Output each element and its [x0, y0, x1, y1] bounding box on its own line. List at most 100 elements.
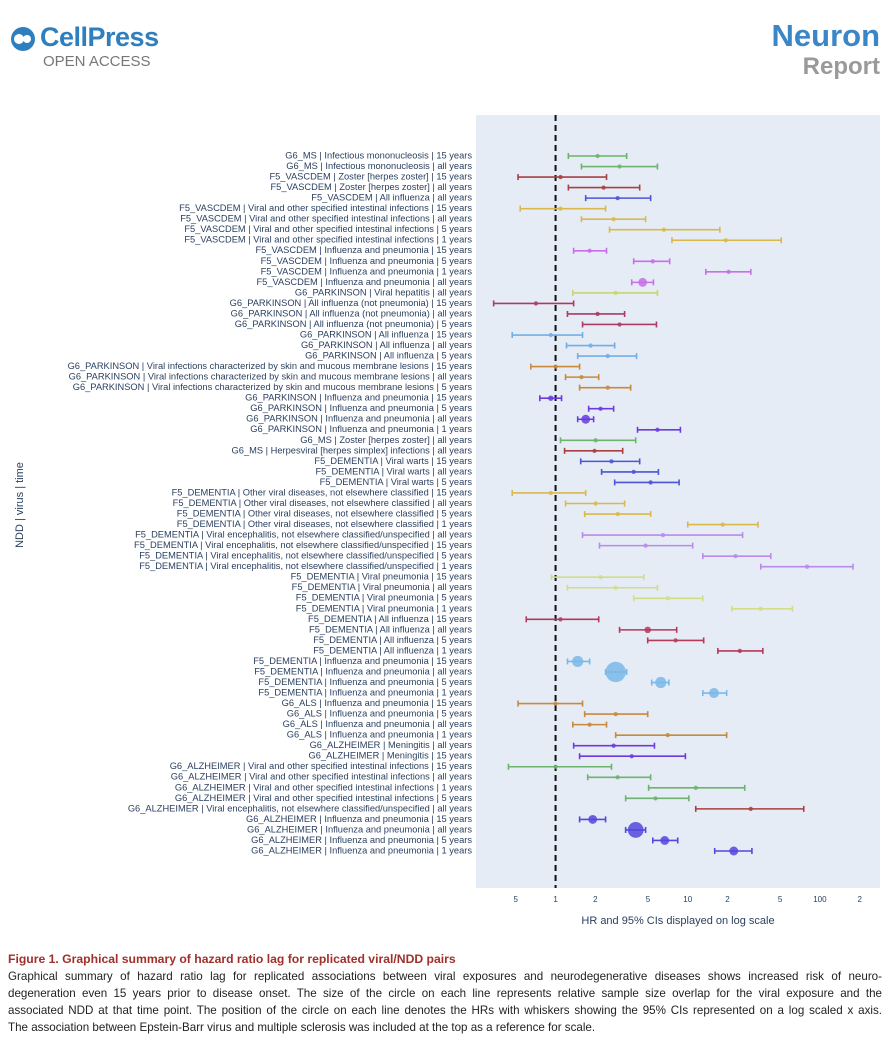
y-tick-label: G6_ALZHEIMER | Influenza and pneumonia |… [246, 814, 472, 824]
y-tick-label: G6_ALZHEIMER | Viral and other specified… [175, 782, 472, 792]
article-type: Report [802, 53, 880, 80]
y-tick-label: G6_PARKINSON | Viral infections characte… [69, 372, 473, 382]
x-tick-label: 2 [725, 895, 730, 904]
publisher-logo [11, 27, 35, 51]
hr-marker [723, 238, 728, 243]
y-tick-label: F5_VASCDEM | All influenza | all years [311, 193, 472, 203]
y-tick-label: F5_VASCDEM | Influenza and pneumonia | 1… [255, 245, 472, 255]
y-tick-label: F5_VASCDEM | Viral and other specified i… [184, 224, 472, 234]
hr-marker [673, 638, 678, 643]
y-tick-label: F5_VASCDEM | Zoster [herpes zoster] | 15… [269, 172, 472, 182]
y-tick-label: F5_DEMENTIA | Viral encephalitis, not el… [134, 540, 472, 550]
hr-marker [653, 796, 658, 801]
y-tick-label: F5_DEMENTIA | Influenza and pneumonia | … [258, 677, 472, 687]
y-tick-label: F5_VASCDEM | Zoster [herpes zoster] | al… [270, 182, 472, 192]
y-tick-label: F5_DEMENTIA | Other viral diseases, not … [173, 498, 473, 508]
y-tick-label: G6_MS | Infectious mononucleosis | 15 ye… [285, 150, 472, 160]
hr-marker [548, 332, 553, 338]
hr-marker [558, 206, 563, 211]
journal: Neuron [771, 18, 881, 53]
hr-marker [587, 248, 592, 253]
y-tick-label: G6_PARKINSON | All influenza (not pneumo… [230, 298, 473, 308]
hr-marker [558, 174, 563, 180]
access: OPEN ACCESS [43, 53, 151, 70]
publisher: CellPress [40, 22, 159, 52]
y-tick-label: G6_ALZHEIMER | Viral encephalitis, not e… [128, 803, 473, 813]
y-tick-label: G6_ALS | Influenza and pneumonia | all y… [283, 719, 473, 729]
caption-line: Graphical summary of hazard ratio lag fo… [8, 970, 882, 983]
y-tick-label: G6_MS | Herpesviral [herpes simplex] inf… [232, 445, 473, 455]
x-tick-label: 5 [778, 895, 783, 904]
y-tick-label: G6_PARKINSON | Viral infections characte… [73, 382, 473, 392]
hr-marker [613, 585, 618, 590]
x-tick-label: 5 [646, 895, 651, 904]
y-tick-label: G6_ALZHEIMER | Influenza and pneumonia |… [247, 824, 472, 834]
hr-marker [587, 722, 592, 727]
hr-marker [650, 259, 655, 264]
hr-marker [648, 480, 653, 485]
hr-marker [605, 661, 626, 683]
hr-marker [758, 606, 763, 611]
hr-marker [548, 490, 553, 496]
hr-marker [660, 532, 666, 538]
hr-marker [592, 448, 597, 453]
hr-marker [553, 701, 558, 706]
y-tick-label: F5_DEMENTIA | Viral warts | 15 years [314, 456, 472, 466]
hr-marker [660, 836, 670, 845]
hr-marker [748, 806, 753, 812]
x-axis-title: HR and 95% CIs displayed on log scale [581, 915, 774, 927]
caption-line: associated NDD at that time point. The p… [8, 1004, 882, 1017]
y-tick-label: G6_PARKINSON | All influenza | 5 years [305, 351, 472, 361]
hr-marker [588, 814, 598, 824]
y-tick-label: G6_PARKINSON | Viral infections characte… [68, 361, 473, 371]
hr-marker [665, 596, 670, 601]
y-tick-label: G6_ALZHEIMER | Meningitis | all years [310, 740, 473, 750]
y-tick-label: F5_DEMENTIA | Viral pneumonia | 5 years [296, 593, 473, 603]
hr-marker [593, 501, 598, 506]
x-tick-label: 10 [683, 895, 692, 904]
hr-marker [553, 764, 558, 769]
hr-marker [655, 427, 660, 432]
x-tick-label: 5 [514, 895, 519, 904]
y-tick-label: G6_ALZHEIMER | Viral and other specified… [170, 761, 473, 771]
hr-marker [629, 754, 634, 759]
hr-marker [615, 511, 620, 517]
y-tick-label: F5_DEMENTIA | Influenza and pneumonia | … [258, 687, 472, 697]
hr-marker [611, 743, 616, 748]
y-tick-label: F5_DEMENTIA | Viral encephalitis, not el… [135, 530, 472, 540]
hr-marker [661, 227, 667, 232]
x-tick-label: 100 [813, 895, 827, 904]
caption-line: The association between Epstein-Barr vir… [8, 1021, 596, 1034]
y-tick-label: G6_PARKINSON | Influenza and pneumonia |… [246, 414, 472, 424]
hr-marker [609, 459, 614, 464]
y-tick-label: G6_PARKINSON | Influenza and pneumonia |… [245, 393, 472, 403]
hr-marker [617, 164, 622, 169]
y-tick-label: F5_DEMENTIA | Viral encephalitis, not el… [139, 551, 472, 561]
y-tick-label: G6_ALZHEIMER | Influenza and pneumonia |… [251, 835, 472, 845]
y-tick-label: F5_DEMENTIA | All influenza | 15 years [308, 614, 472, 624]
hr-marker [601, 185, 606, 190]
y-tick-label: G6_ALS | Influenza and pneumonia | 1 yea… [287, 730, 473, 740]
hr-marker [553, 364, 558, 369]
y-tick-label: G6_PARKINSON | All influenza (not pneumo… [231, 308, 473, 318]
hr-marker [720, 522, 725, 527]
hr-marker [593, 438, 598, 443]
y-tick-label: F5_VASCDEM | Influenza and pneumonia | 5… [261, 256, 473, 266]
hr-marker [708, 688, 720, 699]
hr-marker [733, 554, 738, 559]
y-tick-label: F5_DEMENTIA | Viral warts | all years [315, 466, 472, 476]
hr-marker [605, 353, 610, 359]
y-tick-label: G6_PARKINSON | All influenza (not pneumo… [235, 319, 473, 329]
hr-marker [579, 374, 584, 380]
hr-marker [643, 543, 648, 548]
y-tick-label: F5_DEMENTIA | Influenza and pneumonia | … [253, 656, 472, 666]
hr-marker [638, 277, 648, 287]
y-tick-label: F5_DEMENTIA | Influenza and pneumonia | … [254, 666, 472, 676]
hr-marker [613, 290, 618, 296]
y-tick-label: F5_DEMENTIA | All influenza | 5 years [313, 635, 472, 645]
y-tick-label: G6_PARKINSON | Influenza and pneumonia |… [250, 403, 472, 413]
hr-marker [588, 343, 593, 348]
hr-marker [572, 655, 584, 668]
y-tick-label: F5_DEMENTIA | Viral warts | 5 years [320, 477, 473, 487]
y-tick-label: G6_MS | Zoster [herpes zoster] | all yea… [300, 435, 472, 445]
